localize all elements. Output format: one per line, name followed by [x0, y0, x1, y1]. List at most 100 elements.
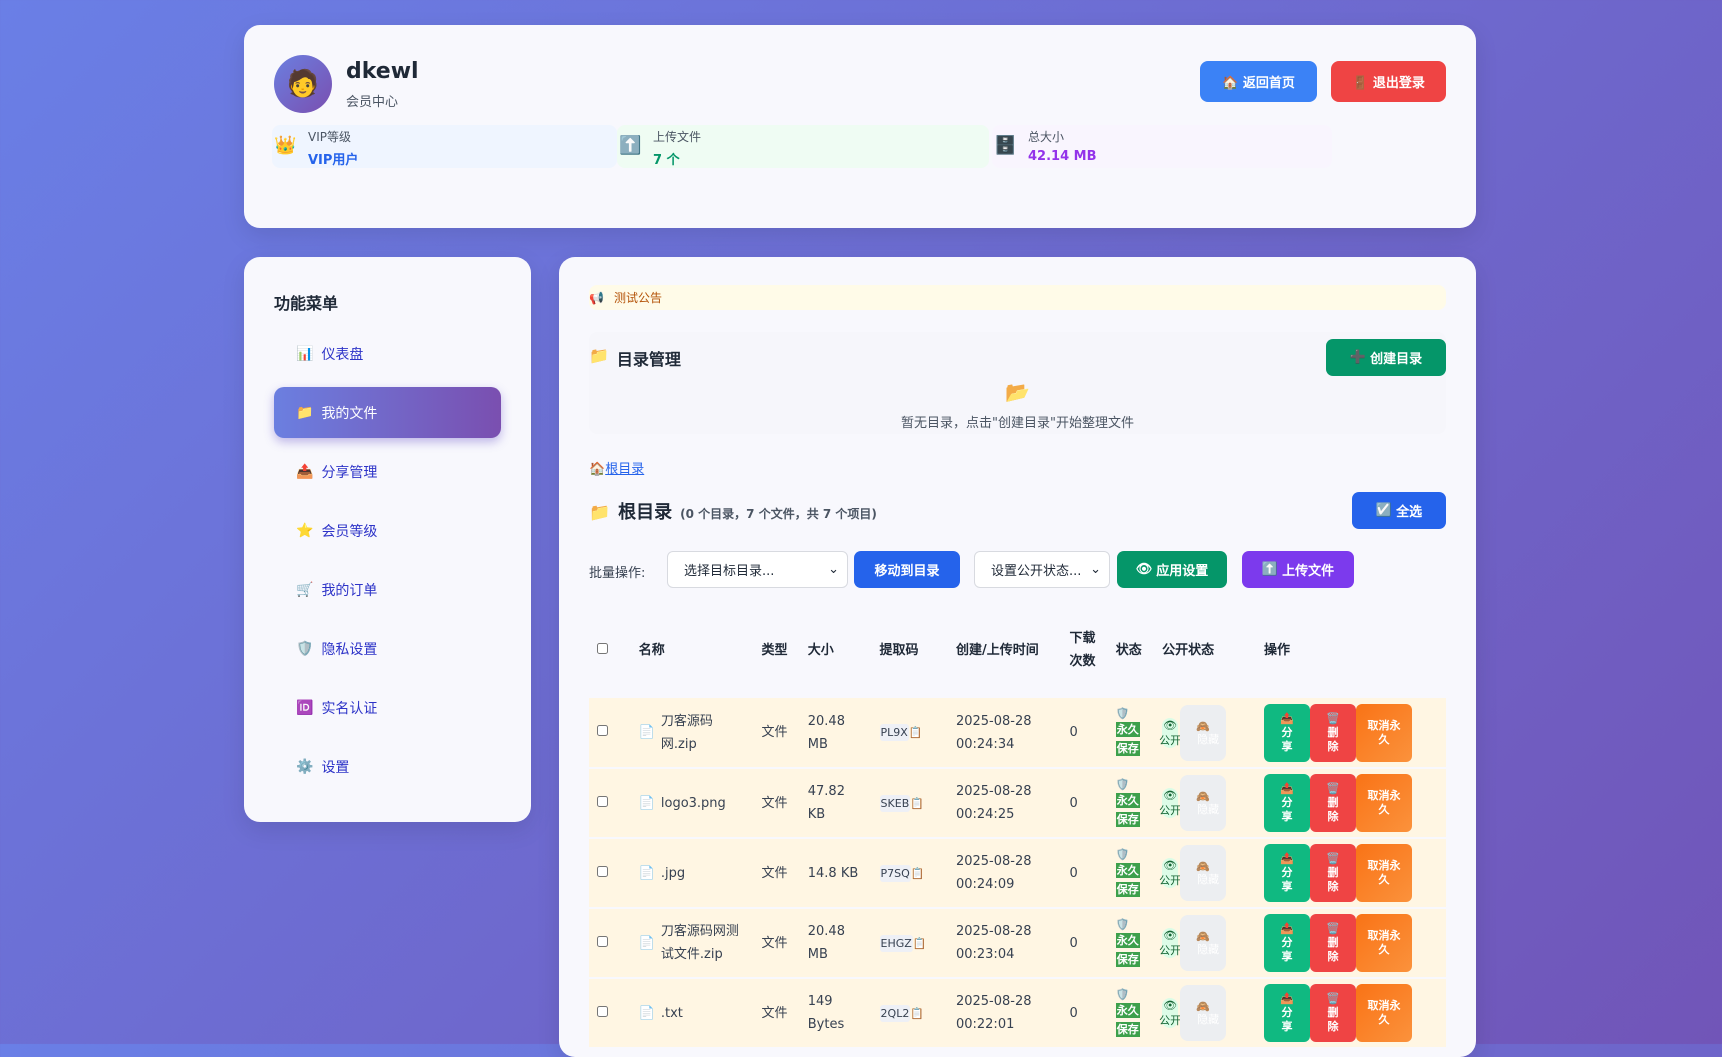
- share-button[interactable]: 📤 分享: [1263, 774, 1310, 832]
- cancel-permanent-label: 取消永久: [1367, 929, 1401, 956]
- sidebar-item-label: 我的订单: [321, 582, 378, 599]
- public-button[interactable]: 👁 公开: [1159, 717, 1181, 748]
- share-label: 分享: [1281, 796, 1293, 823]
- empty-dir-text: 暂无目录，点击"创建目录"开始整理文件: [901, 416, 1134, 431]
- row-checkbox[interactable]: [597, 935, 608, 947]
- eye-icon: 👁: [1163, 859, 1178, 872]
- sidebar-item[interactable]: 📤 分享管理: [274, 446, 501, 497]
- menu-icon: 📁: [296, 404, 314, 421]
- upload-icon: ⬆️: [1261, 562, 1279, 577]
- cancel-permanent-button[interactable]: 🔒取消永久: [1355, 844, 1412, 902]
- sidebar-item[interactable]: 🛒 我的订单: [274, 564, 501, 615]
- chevron-down-icon: ⌄: [1090, 562, 1101, 577]
- public-label: 公开: [1159, 1014, 1182, 1027]
- public-button[interactable]: 👁 公开: [1159, 858, 1181, 888]
- target-dir-select[interactable]: 选择目标目录... ⌄: [667, 551, 848, 588]
- select-all-button[interactable]: ☑️ 全选: [1352, 492, 1446, 529]
- hide-button[interactable]: 🙈 隐藏: [1180, 775, 1227, 831]
- cancel-permanent-button[interactable]: 🔒取消永久: [1355, 984, 1412, 1042]
- public-button[interactable]: 👁 公开: [1159, 998, 1182, 1028]
- clipboard-icon[interactable]: 📋: [912, 936, 927, 950]
- stat-icon: ⬆️: [619, 135, 642, 156]
- monkey-icon: 🙈: [1196, 790, 1210, 803]
- home-button[interactable]: 🏠 返回首页: [1200, 61, 1317, 102]
- notice-bar: 📢 测试公告: [589, 285, 1446, 310]
- clipboard-icon[interactable]: 📋: [910, 1006, 925, 1020]
- status-badge: 保存: [1115, 881, 1140, 897]
- share-button[interactable]: 📤 分享: [1263, 984, 1310, 1042]
- apply-settings-button[interactable]: 👁 应用设置: [1117, 551, 1227, 588]
- share-button[interactable]: 📤 分享: [1263, 703, 1310, 762]
- sidebar-item-label: 隐私设置: [321, 641, 378, 658]
- row-checkbox[interactable]: [597, 795, 608, 807]
- status-badge: 永久: [1115, 862, 1140, 878]
- hide-button[interactable]: 🙈 隐藏: [1180, 845, 1227, 901]
- sidebar-item[interactable]: 🆔 实名认证: [274, 682, 501, 733]
- row-checkbox[interactable]: [597, 725, 608, 736]
- logout-button[interactable]: 🚪 退出登录: [1331, 61, 1446, 102]
- stat-icon: 👑: [274, 135, 297, 156]
- upload-label: 上传文件: [1282, 564, 1335, 579]
- sidebar-item[interactable]: ⚙️ 设置: [274, 741, 501, 792]
- column-header: 大小: [807, 642, 834, 658]
- sidebar-item[interactable]: 📊 仪表盘: [274, 328, 501, 379]
- share-icon: 📤: [1280, 711, 1294, 725]
- delete-button[interactable]: 🗑️ 删除: [1309, 703, 1356, 762]
- menu-icon: 📊: [296, 345, 314, 362]
- menu-icon: ⚙️: [296, 758, 314, 775]
- select-all-checkbox[interactable]: [597, 642, 608, 654]
- share-button[interactable]: 📤 分享: [1263, 844, 1310, 902]
- public-button[interactable]: 👁 公开: [1159, 788, 1182, 818]
- cancel-permanent-button[interactable]: 🔒取消永久: [1355, 774, 1412, 832]
- clipboard-icon[interactable]: 📋: [910, 866, 925, 880]
- upload-file-button[interactable]: ⬆️ 上传文件: [1242, 551, 1354, 588]
- shield-icon: 🛡️: [1115, 777, 1130, 791]
- sidebar-item-label: 会员等级: [321, 523, 378, 540]
- breadcrumb-root-link[interactable]: 根目录: [605, 462, 645, 477]
- file-name: logo3.png: [660, 795, 726, 811]
- move-to-dir-button[interactable]: 移动到目录: [854, 551, 960, 588]
- row-checkbox[interactable]: [597, 865, 608, 877]
- delete-label: 删除: [1327, 1006, 1339, 1033]
- hide-button[interactable]: 🙈 隐藏: [1180, 985, 1227, 1041]
- hide-button[interactable]: 🙈 隐藏: [1180, 915, 1227, 971]
- hide-button[interactable]: 🙈 隐藏: [1180, 704, 1227, 761]
- cancel-permanent-button[interactable]: 🔒取消永久: [1355, 703, 1412, 762]
- sidebar-title: 功能菜单: [274, 294, 339, 313]
- monkey-icon: 🙈: [1196, 930, 1210, 943]
- delete-button[interactable]: 🗑️ 删除: [1309, 844, 1356, 902]
- open-folder-icon: 📂: [1005, 380, 1030, 404]
- column-header: 名称: [638, 642, 665, 658]
- download-count: 0: [1061, 698, 1108, 769]
- sidebar-item[interactable]: 🛡️ 隐私设置: [274, 623, 501, 674]
- username: dkewl: [346, 59, 419, 84]
- delete-button[interactable]: 🗑️ 删除: [1309, 984, 1356, 1042]
- column-header: 公开状态: [1162, 642, 1215, 658]
- public-label: 公开: [1159, 804, 1182, 817]
- status-badge: 保存: [1115, 811, 1140, 827]
- clipboard-icon[interactable]: 📋: [908, 726, 923, 739]
- cancel-permanent-button[interactable]: 🔒取消永久: [1355, 914, 1412, 972]
- shield-icon: 🛡️: [1115, 707, 1130, 720]
- cancel-permanent-label: 取消永久: [1367, 859, 1401, 886]
- delete-button[interactable]: 🗑️ 删除: [1309, 914, 1356, 972]
- target-select-value: 选择目标目录...: [684, 564, 775, 579]
- clipboard-icon[interactable]: 📋: [910, 796, 924, 810]
- checkbox-icon: ☑️: [1375, 503, 1393, 518]
- menu-icon: ⭐: [296, 522, 314, 539]
- delete-label: 删除: [1327, 725, 1339, 753]
- public-status-select[interactable]: 设置公开状态... ⌄: [974, 551, 1110, 588]
- sidebar: 功能菜单 📊 仪表盘 📁 我的文件 📤 分享管理 ⭐ 会员等级 🛒 我的订单 🛡️ 隐私设置 🆔 实名认证…: [244, 257, 531, 822]
- create-dir-button[interactable]: ➕ 创建目录: [1326, 339, 1446, 376]
- hide-label: 隐藏: [1197, 943, 1220, 956]
- delete-label: 删除: [1327, 866, 1339, 893]
- monkey-icon: 🙈: [1196, 1000, 1210, 1013]
- share-button[interactable]: 📤 分享: [1263, 914, 1310, 972]
- sidebar-item[interactable]: ⭐ 会员等级: [274, 505, 501, 556]
- row-checkbox[interactable]: [597, 1005, 608, 1017]
- shield-icon: 🛡️: [1115, 847, 1130, 861]
- sidebar-item[interactable]: 📁 我的文件: [274, 387, 501, 438]
- delete-button[interactable]: 🗑️ 删除: [1309, 774, 1356, 832]
- status-badge: 永久: [1115, 1002, 1140, 1018]
- public-button[interactable]: 👁 公开: [1159, 928, 1181, 958]
